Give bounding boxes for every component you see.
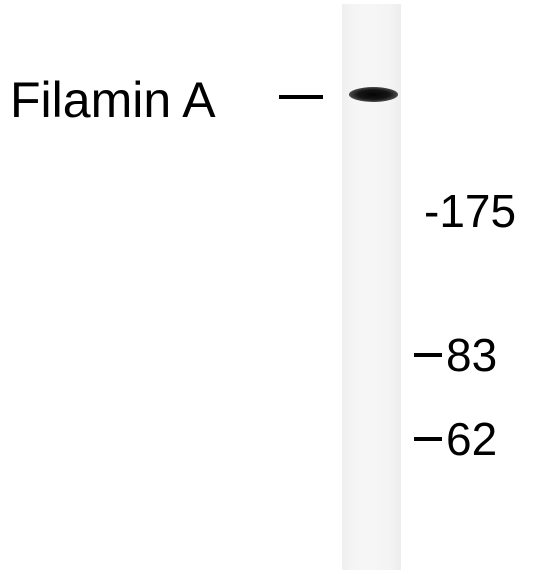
marker-83-tick [414,353,442,357]
marker-62-value: 62 [446,413,498,465]
protein-band [349,87,398,102]
protein-label: Filamin A [10,72,216,128]
marker-83-value: 83 [446,329,498,381]
protein-label-pointer [279,95,323,99]
marker-62-tick [414,437,442,441]
marker-175-value: -175 [424,185,517,237]
